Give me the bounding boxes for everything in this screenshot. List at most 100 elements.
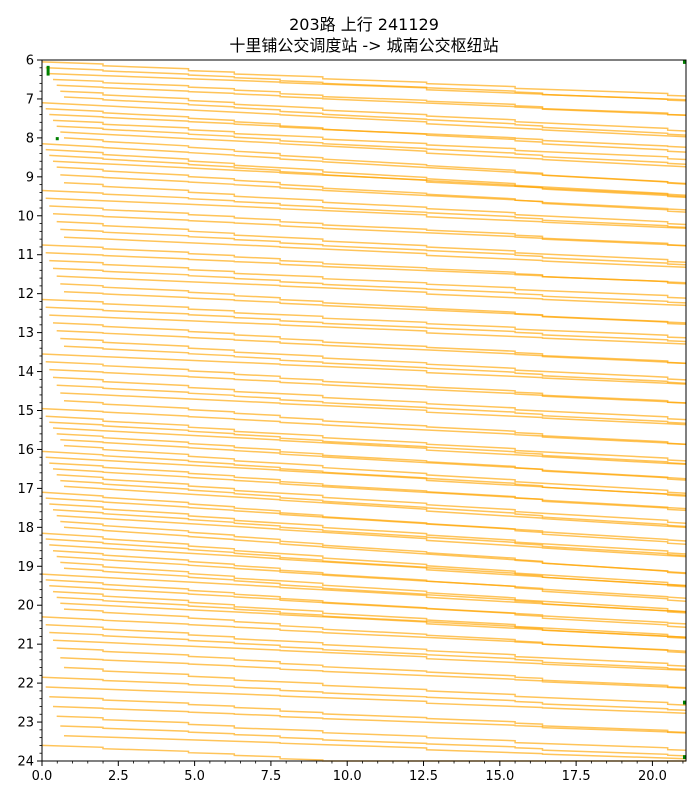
trip-line [60, 392, 687, 426]
trip-line [63, 345, 687, 384]
trip-line [56, 514, 687, 558]
trip-line [45, 497, 687, 542]
trip-line [63, 734, 687, 760]
trip-line [56, 474, 687, 524]
trip-line [45, 252, 687, 284]
trip-line [60, 90, 687, 132]
trip-line [63, 236, 687, 269]
trip-line [60, 725, 687, 757]
x-tick-label: 0.0 [32, 769, 53, 784]
trip-line [45, 623, 687, 667]
trip-line [60, 602, 687, 638]
trip-line [49, 585, 687, 625]
trip-line [41, 353, 687, 385]
trip-line [52, 376, 687, 421]
trip-line [63, 485, 687, 529]
trip-line [52, 267, 687, 304]
y-tick-label: 8 [26, 131, 34, 146]
trip-line [41, 189, 687, 229]
trip-line [60, 479, 687, 528]
y-axis: 6 7 8 9 10 11 12 13 14 15 16 17 18 19 20 21 22 23 24 [17, 54, 42, 770]
trip-line [41, 491, 687, 546]
trip-line [52, 213, 687, 247]
trip-line [41, 142, 687, 185]
trip-line [49, 259, 687, 299]
trip-line [56, 125, 687, 166]
y-tick-label: 19 [17, 560, 34, 575]
trip-line [41, 532, 687, 587]
y-tick-label: 12 [17, 287, 34, 302]
trip-line [52, 427, 687, 466]
trip-line [56, 220, 687, 264]
trip-line [52, 160, 687, 196]
station-markers [46, 60, 686, 760]
y-tick-label: 16 [17, 443, 34, 458]
trip-line [41, 102, 687, 138]
trip-line [56, 715, 687, 752]
trip-line [56, 84, 687, 117]
y-tick-label: 15 [17, 404, 34, 419]
trip-line [49, 368, 687, 404]
trip-line [49, 113, 687, 148]
trip-line [63, 666, 687, 706]
trip-line [52, 590, 687, 639]
x-tick-label: 2.5 [108, 769, 129, 784]
trip-line [41, 298, 687, 339]
trip-line [56, 384, 687, 425]
trip-line [60, 131, 687, 168]
trip-line [63, 444, 687, 494]
trip-line [49, 503, 687, 555]
x-tick-label: 15.0 [485, 769, 514, 784]
trip-line [45, 197, 687, 230]
trip-line [52, 705, 687, 734]
trip-line [52, 509, 687, 557]
chart-subtitle: 十里铺公交调度站 -> 城南公交枢纽站 [229, 36, 498, 55]
trip-line [49, 314, 687, 345]
y-tick-label: 18 [17, 521, 34, 536]
trip-line [41, 61, 687, 97]
trip-line [45, 456, 687, 496]
y-tick-label: 9 [26, 170, 34, 185]
trip-line [63, 96, 687, 136]
trip-line [60, 337, 687, 381]
trip-line [45, 148, 687, 198]
trip-line [56, 555, 687, 599]
y-tick-label: 23 [17, 716, 34, 731]
y-tick-label: 17 [17, 482, 34, 497]
y-tick-label: 10 [17, 209, 34, 224]
trip-line [41, 407, 687, 446]
y-tick-label: 11 [17, 248, 34, 263]
trip-line [52, 119, 687, 161]
y-tick-label: 20 [17, 599, 34, 614]
trip-line [49, 462, 687, 512]
trip-line [49, 695, 687, 734]
trip-line [60, 228, 687, 266]
trip-line [41, 616, 687, 652]
y-tick-label: 7 [26, 92, 34, 107]
y-tick-label: 13 [17, 326, 34, 341]
chart-title: 203路 上行 241129 [289, 15, 439, 34]
x-tick-label: 10.0 [333, 769, 362, 784]
trip-line [41, 676, 687, 712]
trip-line [49, 72, 687, 101]
trip-line [49, 544, 687, 587]
trip-line [52, 639, 687, 672]
trip-line [41, 573, 687, 613]
trip-line [60, 174, 687, 211]
trip-line [56, 647, 687, 689]
trip-line [52, 468, 687, 510]
trip-line [49, 631, 687, 671]
x-tick-label: 5.0 [184, 769, 205, 784]
y-tick-label: 14 [17, 365, 34, 380]
x-tick-label: 12.5 [409, 769, 438, 784]
trip-line [49, 421, 687, 465]
y-tick-label: 6 [26, 54, 34, 69]
trip-line [45, 415, 687, 462]
trip-line [56, 329, 687, 365]
y-tick-label: 24 [17, 755, 34, 770]
y-tick-label: 22 [17, 677, 34, 692]
trip-line [45, 306, 687, 343]
trip-line [56, 275, 687, 307]
trip-line [45, 579, 687, 629]
